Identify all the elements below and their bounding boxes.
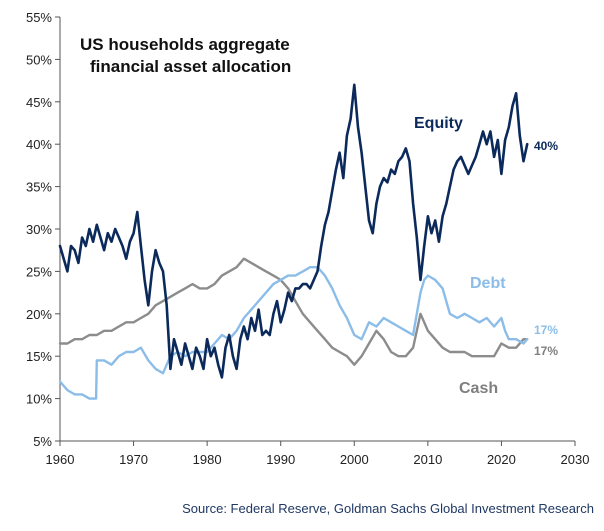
y-tick-label: 10%: [26, 392, 52, 407]
y-tick-label: 25%: [26, 264, 52, 279]
series-label-debt: Debt: [470, 275, 506, 292]
y-tick-label: 15%: [26, 349, 52, 364]
y-tick-label: 45%: [26, 95, 52, 110]
series-line-equity: [58, 83, 529, 379]
y-tick-label: 20%: [26, 307, 52, 322]
y-tick-label: 5%: [33, 434, 52, 449]
end-label-debt: 17%: [534, 323, 558, 337]
x-tick-label: 2010: [413, 452, 442, 467]
series-label-equity: Equity: [414, 115, 463, 132]
series-layer: [58, 83, 529, 400]
x-axis: 1960 1970 1980 1990 2000 2010 2020 2030: [46, 440, 590, 467]
source-note: Source: Federal Reserve, Goldman Sachs G…: [182, 501, 594, 516]
end-label-equity: 40%: [534, 139, 558, 153]
chart-title-line-2: financial asset allocation: [90, 57, 291, 76]
y-tick-label: 50%: [26, 52, 52, 67]
x-tick-label: 1990: [266, 452, 295, 467]
x-tick-label: 1970: [119, 452, 148, 467]
series-line-debt: [58, 266, 529, 400]
chart-title-line-1: US households aggregate: [80, 35, 290, 54]
series-label-cash: Cash: [459, 380, 498, 397]
x-tick-label: 2030: [561, 452, 590, 467]
y-tick-label: 35%: [26, 180, 52, 195]
y-axis: 5% 10% 15% 20% 25% 30% 35% 40% 45% 50% 55%: [26, 10, 61, 449]
x-tick-label: 2020: [487, 452, 516, 467]
y-tick-label: 30%: [26, 222, 52, 237]
series-line-cash: [58, 257, 529, 366]
end-label-cash: 17%: [534, 344, 558, 358]
x-tick-label: 2000: [340, 452, 369, 467]
x-tick-label: 1960: [46, 452, 75, 467]
x-tick-label: 1980: [193, 452, 222, 467]
y-tick-label: 40%: [26, 137, 52, 152]
y-tick-label: 55%: [26, 10, 52, 25]
